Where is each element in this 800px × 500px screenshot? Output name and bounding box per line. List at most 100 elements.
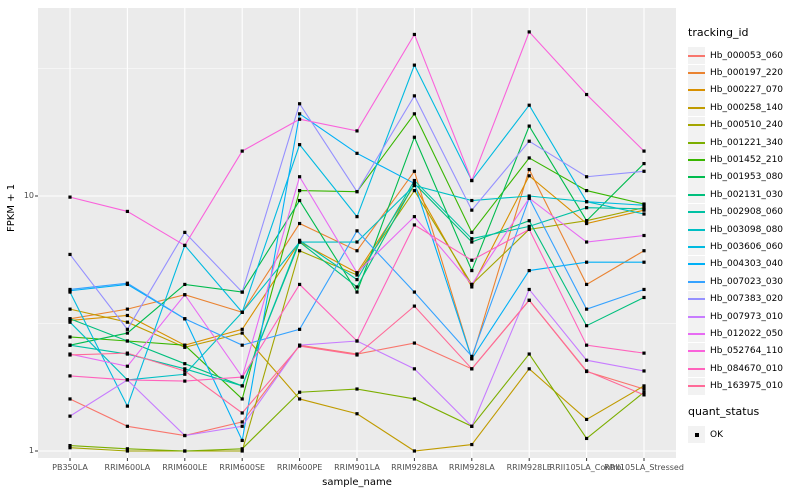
data-point	[470, 442, 474, 447]
data-point	[298, 198, 302, 203]
data-point	[68, 353, 72, 357]
data-point	[240, 397, 244, 401]
data-point	[183, 293, 187, 297]
x-tick-label: RRII105LA_Control	[549, 463, 624, 472]
data-point	[527, 103, 531, 107]
data-point	[585, 206, 589, 210]
data-point	[470, 208, 474, 212]
legend-key-line-icon	[688, 116, 705, 134]
data-point	[68, 414, 72, 418]
legend-label: Hb_002908_060	[710, 207, 784, 218]
data-point	[585, 307, 589, 311]
data-point	[355, 229, 359, 233]
data-point	[355, 412, 359, 416]
legend-title-tracking-id: tracking_id	[688, 26, 749, 39]
data-point	[355, 249, 359, 253]
data-point	[470, 230, 474, 234]
data-point	[355, 285, 359, 289]
data-point	[470, 237, 474, 241]
x-tick-label: RRIM928BA	[391, 463, 438, 472]
data-point	[298, 327, 302, 331]
legend-entry-Hb_012022_050: Hb_012022_050	[688, 325, 800, 343]
legend-entry-Hb_002131_030: Hb_002131_030	[688, 186, 800, 204]
data-point	[68, 318, 72, 323]
data-point	[240, 420, 244, 424]
data-point	[183, 369, 187, 373]
x-tick-label: PB350LA	[52, 463, 88, 472]
data-point	[183, 230, 187, 234]
data-point	[527, 156, 531, 160]
data-point	[355, 129, 359, 133]
x-tick-label: RRIM600LE	[162, 463, 208, 472]
data-point	[240, 447, 244, 451]
data-point	[527, 268, 531, 273]
legend-key-line-icon	[688, 64, 705, 82]
legend-label: Hb_001953_080	[710, 172, 784, 183]
data-point	[585, 240, 589, 244]
data-point	[412, 169, 416, 173]
x-tick-label: RRII105LA_Stressed	[604, 463, 684, 472]
data-point	[527, 219, 531, 223]
data-point	[585, 221, 589, 226]
legend-label: Hb_163975_010	[710, 381, 784, 392]
data-point	[298, 117, 302, 121]
data-point	[412, 304, 416, 308]
data-point	[527, 139, 531, 143]
x-axis-title: sample_name	[322, 477, 392, 488]
data-point	[298, 249, 302, 253]
legend-entry-Hb_001452_210: Hb_001452_210	[688, 151, 800, 169]
data-point	[298, 102, 302, 106]
data-point	[412, 215, 416, 219]
data-point	[642, 203, 646, 207]
data-point	[68, 195, 72, 199]
data-point	[527, 30, 531, 34]
data-point	[585, 260, 589, 264]
data-point	[240, 327, 244, 331]
legend-key-line-icon	[688, 81, 705, 99]
legend-key-line-icon	[688, 377, 705, 395]
data-point	[240, 384, 244, 388]
legend-entry-Hb_001221_340: Hb_001221_340	[688, 134, 800, 152]
data-point	[298, 344, 302, 348]
data-point	[68, 343, 72, 347]
data-point	[183, 433, 187, 438]
data-point	[412, 367, 416, 371]
data-point	[642, 249, 646, 253]
data-point	[642, 295, 646, 300]
legend-key-line-icon	[688, 186, 705, 204]
data-point	[240, 149, 244, 153]
data-point	[585, 200, 589, 204]
data-point	[642, 149, 646, 153]
data-point	[355, 151, 359, 155]
data-point	[183, 343, 187, 347]
data-point	[585, 219, 589, 223]
data-point	[412, 183, 416, 188]
data-point	[470, 357, 474, 361]
legend-key-line-icon	[688, 290, 705, 308]
legend-key-line-icon	[688, 203, 705, 221]
data-point	[183, 362, 187, 366]
data-point	[642, 369, 646, 373]
data-point	[642, 233, 646, 238]
data-point	[527, 352, 531, 356]
x-tick-label: RRIM928LA	[448, 463, 495, 472]
legend-label: Hb_004303_040	[710, 259, 784, 270]
data-point	[125, 327, 129, 331]
data-point	[355, 290, 359, 294]
data-point	[470, 240, 474, 244]
data-point	[125, 339, 129, 343]
data-point	[642, 212, 646, 216]
data-point	[642, 384, 646, 388]
data-point	[585, 92, 589, 97]
data-point	[412, 188, 416, 193]
data-point	[298, 397, 302, 401]
legend-entry-Hb_000510_240: Hb_000510_240	[688, 116, 800, 134]
legend-entry-Hb_084670_010: Hb_084670_010	[688, 360, 800, 378]
data-point	[642, 161, 646, 166]
data-point	[183, 379, 187, 383]
data-point	[125, 307, 129, 311]
data-point	[355, 271, 359, 275]
data-point	[298, 282, 302, 287]
data-point	[125, 378, 129, 382]
data-point	[240, 331, 244, 335]
